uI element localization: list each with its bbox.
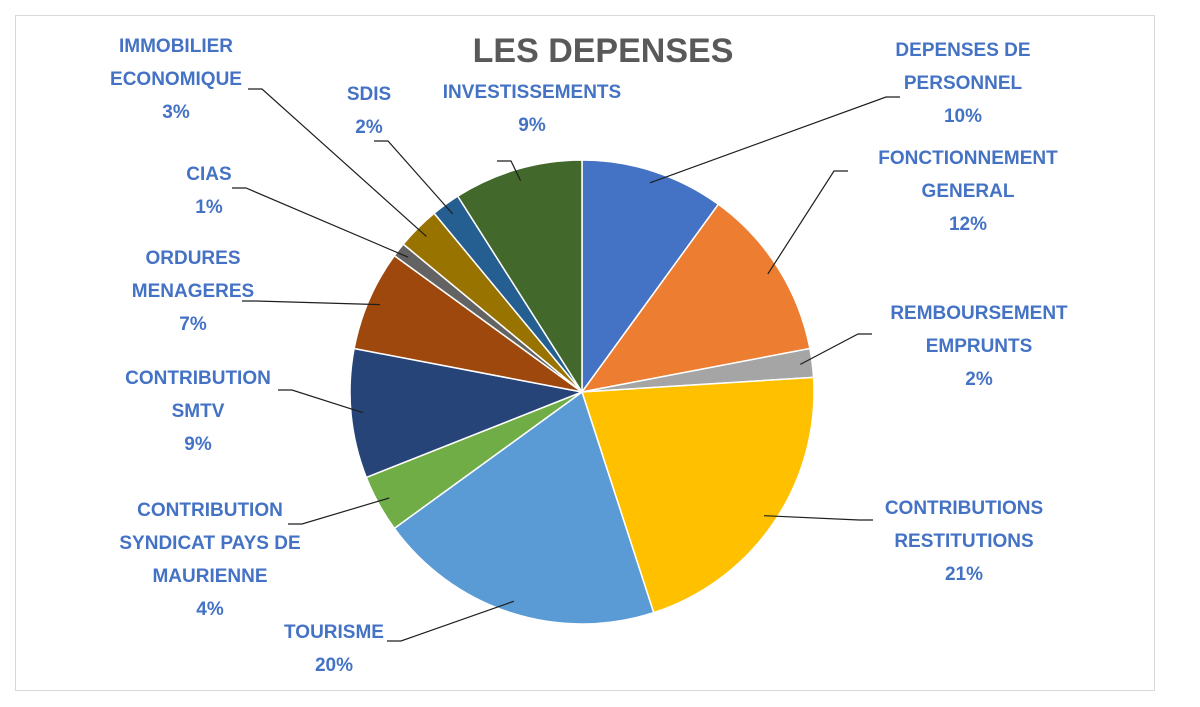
- data-label-category-5-line-1: TOURISME: [284, 622, 384, 643]
- data-label-category-1-line-1: DEPENSES DE: [895, 40, 1030, 61]
- data-label-category-8-line-1: ORDURES: [145, 248, 240, 269]
- leader-line-5: [387, 600, 515, 642]
- data-label-category-7-line-2: SMTV: [172, 401, 225, 422]
- leader-line-9: [232, 187, 409, 258]
- data-label-category-2-line-1: FONCTIONNEMENT: [878, 148, 1058, 169]
- leader-line-12: [497, 160, 522, 181]
- data-label-category-2-line-2: GENERAL: [922, 181, 1015, 202]
- data-label-value-2: 12%: [949, 214, 987, 235]
- data-label-category-4-line-1: CONTRIBUTIONS: [885, 498, 1043, 519]
- data-label-value-12: 9%: [518, 115, 546, 136]
- pie-slice-2: [580, 203, 811, 394]
- data-label-value-10: 3%: [162, 102, 190, 123]
- pie-slice-8: [353, 254, 583, 393]
- data-label-value-5: 20%: [315, 655, 353, 676]
- data-label-category-6-line-1: CONTRIBUTION: [137, 500, 283, 521]
- leader-line-3: [800, 333, 872, 365]
- data-label-category-3-line-1: REMBOURSEMENT: [890, 303, 1068, 324]
- data-label-category-7-line-1: CONTRIBUTION: [125, 368, 271, 389]
- leader-line-1: [649, 96, 900, 184]
- pie-slice-4: [580, 376, 815, 614]
- pie-slice-7: [349, 347, 585, 479]
- data-label-value-7: 9%: [184, 434, 212, 455]
- pie-slice-12: [456, 159, 583, 395]
- pie-slice-5: [393, 390, 655, 625]
- data-label-category-4-line-2: RESTITUTIONS: [894, 531, 1033, 552]
- data-label-value-9: 1%: [195, 197, 223, 218]
- data-label-value-8: 7%: [179, 314, 207, 335]
- pie-slice-1: [581, 159, 720, 395]
- data-label-category-6-line-2: SYNDICAT PAYS DE: [119, 533, 300, 554]
- data-label-value-1: 10%: [944, 106, 982, 127]
- data-label-category-12-line-1: INVESTISSEMENTS: [443, 82, 621, 103]
- data-label-category-8-line-2: MENAGERES: [132, 281, 254, 302]
- leader-line-8: [242, 300, 381, 306]
- data-label-value-11: 2%: [355, 117, 383, 138]
- leader-line-11: [374, 140, 454, 215]
- data-label-category-11-line-1: SDIS: [347, 84, 391, 105]
- leader-line-7: [278, 389, 364, 414]
- chart-title: LES DEPENSES: [473, 32, 734, 70]
- data-label-category-10-line-2: ECONOMIQUE: [110, 69, 242, 90]
- data-label-value-3: 2%: [965, 369, 993, 390]
- chart-area: LES DEPENSES DEPENSES DE PERSONNEL 10% FONC…: [15, 15, 1155, 691]
- leader-line-2: [767, 170, 848, 275]
- pie-chart: LES DEPENSES DEPENSES DE PERSONNEL 10% FONC…: [110, 32, 1068, 676]
- data-label-value-4: 21%: [945, 564, 983, 585]
- data-label-category-6-line-3: MAURIENNE: [152, 566, 267, 587]
- data-label-category-3-line-2: EMPRUNTS: [926, 336, 1033, 357]
- leader-line-4: [763, 515, 873, 521]
- data-label-category-1-line-2: PERSONNEL: [904, 73, 1023, 94]
- data-label-category-10-line-1: IMMOBILIER: [119, 36, 233, 57]
- leader-line-6: [288, 497, 390, 525]
- data-label-category-9-line-1: CIAS: [186, 164, 231, 185]
- leader-line-10: [248, 88, 427, 237]
- data-label-value-6: 4%: [196, 599, 224, 620]
